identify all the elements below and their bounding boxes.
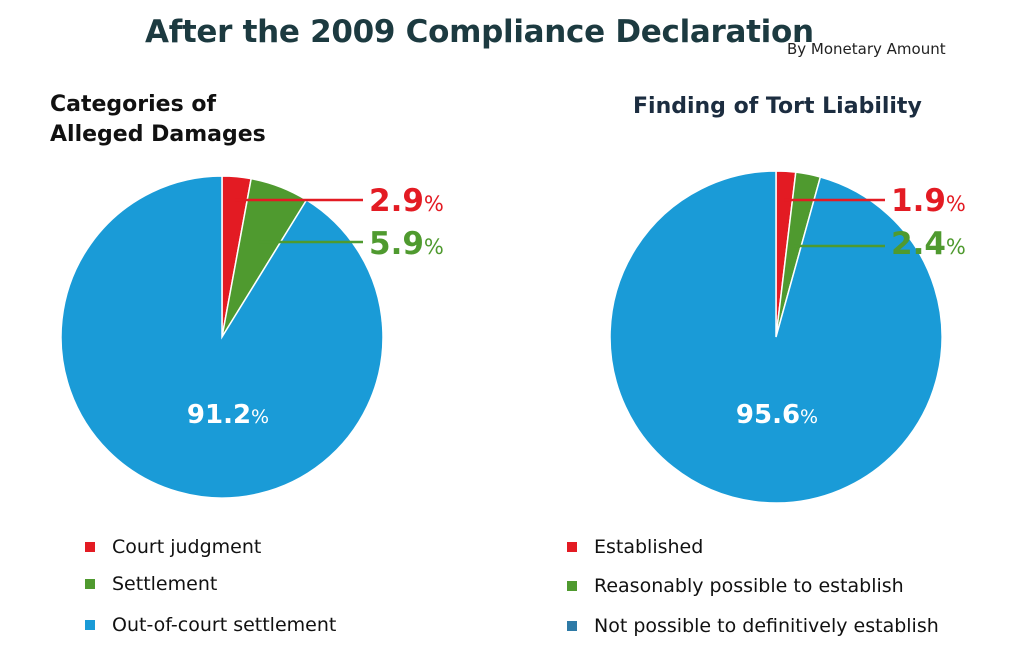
right-legend-swatch — [567, 581, 577, 591]
left-legend-item: Court judgment — [85, 536, 261, 558]
left-legend-item: Out-of-court settlement — [85, 614, 336, 636]
right-legend-item: Reasonably possible to establish — [567, 575, 904, 597]
right-legend-swatch — [567, 542, 577, 552]
page-subtitle: By Monetary Amount — [787, 40, 946, 58]
right-legend-swatch — [567, 621, 577, 631]
left-legend-swatch — [85, 620, 95, 630]
left-legend-label: Out-of-court settlement — [112, 614, 337, 636]
left-legend-label: Court judgment — [112, 536, 262, 558]
page-title: After the 2009 Compliance Declaration — [145, 14, 814, 50]
left-legend-swatch — [85, 542, 95, 552]
right-legend-label: Established — [594, 536, 704, 558]
right-pie-slice-blue — [609, 170, 943, 504]
left-big-slice-label: 91.2% — [187, 400, 269, 430]
left-pie-slice-blue — [60, 175, 384, 499]
left-chart-title: Categories of Alleged Damages — [50, 92, 266, 147]
left-legend-label: Settlement — [112, 573, 218, 595]
right-legend-item: Established — [567, 536, 703, 558]
right-callout-label-1: 2.4% — [891, 226, 966, 262]
right-legend-item: Not possible to definitively establish — [567, 615, 939, 637]
left-legend-swatch — [85, 579, 95, 589]
left-legend-item: Settlement — [85, 573, 217, 595]
right-chart-title: Finding of Tort Liability — [633, 94, 922, 119]
right-callout-label-0: 1.9% — [891, 183, 966, 219]
right-legend-label: Not possible to definitively establish — [594, 615, 939, 637]
right-legend-label: Reasonably possible to establish — [594, 575, 904, 597]
